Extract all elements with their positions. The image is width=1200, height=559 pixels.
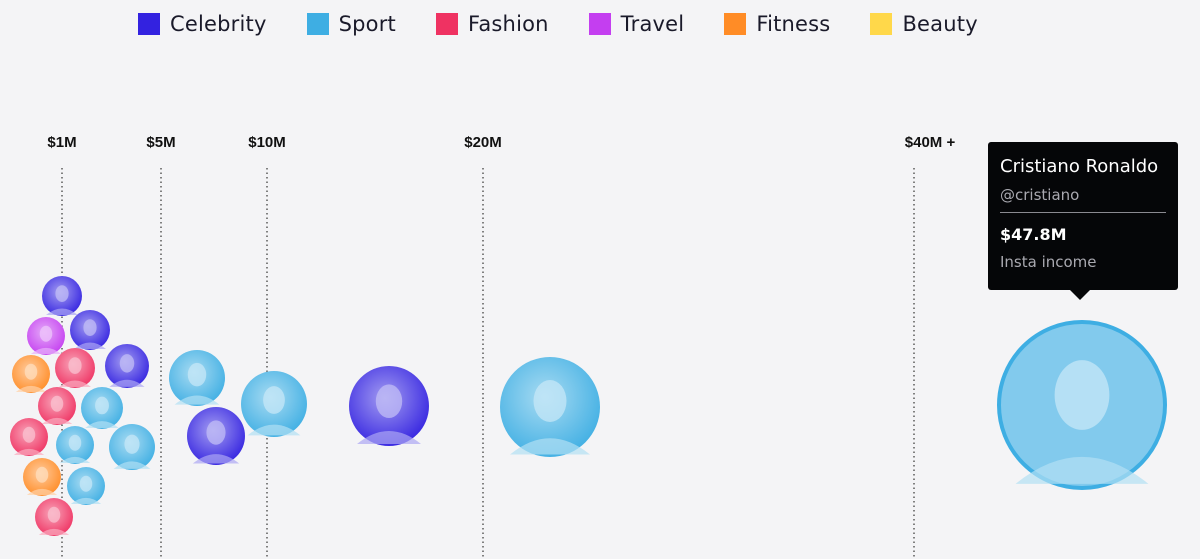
tooltip: Cristiano Ronaldo @cristiano $47.8M Inst… xyxy=(988,142,1178,300)
avatar-head xyxy=(79,475,93,492)
x-tick-label: $5M xyxy=(146,134,175,151)
avatar-head xyxy=(533,380,567,422)
legend-swatch xyxy=(870,13,893,35)
bubble[interactable] xyxy=(67,467,105,505)
tooltip-name: Cristiano Ronaldo xyxy=(1000,156,1159,177)
avatar-body xyxy=(13,448,45,456)
avatar-head xyxy=(24,363,38,380)
legend-swatch xyxy=(588,13,611,35)
avatar-body xyxy=(510,438,590,455)
avatar-body xyxy=(70,497,102,505)
legend-swatch xyxy=(306,13,329,35)
x-tick-label: $10M xyxy=(248,134,286,151)
avatar-head xyxy=(83,319,97,336)
avatar-head xyxy=(124,434,140,454)
tooltip-handle: @cristiano xyxy=(1000,186,1080,204)
avatar-head xyxy=(39,325,53,342)
legend-label: Travel xyxy=(620,12,685,36)
legend-item-fashion[interactable]: Fashion xyxy=(436,12,549,36)
bubble[interactable] xyxy=(23,458,61,496)
avatar-body xyxy=(41,417,73,425)
x-tick-label: $20M xyxy=(464,134,502,151)
bubble[interactable] xyxy=(42,276,82,316)
avatar-body xyxy=(113,461,151,469)
bubble-highlighted[interactable] xyxy=(997,320,1167,490)
x-tick-label: $40M + xyxy=(905,134,956,151)
legend-item-fitness[interactable]: Fitness xyxy=(724,12,830,36)
avatar-body xyxy=(192,454,240,464)
tooltip-value: $47.8M xyxy=(1000,225,1067,244)
avatar-body xyxy=(74,342,106,349)
avatar-head xyxy=(35,466,49,483)
legend-label: Fitness xyxy=(756,12,831,36)
legend: Celebrity Sport Fashion Travel Fitness Beauty xyxy=(138,12,1018,36)
legend-item-sport[interactable]: Sport xyxy=(306,12,396,36)
bubble[interactable] xyxy=(109,424,155,470)
legend-item-travel[interactable]: Travel xyxy=(588,12,685,36)
avatar-head xyxy=(55,285,69,302)
avatar-head xyxy=(187,362,207,387)
avatar-body xyxy=(46,308,78,315)
bubble[interactable] xyxy=(35,498,73,536)
avatar-body xyxy=(85,421,119,428)
bubble[interactable] xyxy=(56,426,94,464)
avatar-head xyxy=(263,386,285,414)
legend-item-celebrity[interactable]: Celebrity xyxy=(138,12,267,36)
avatar-body xyxy=(30,347,62,355)
avatar-body xyxy=(109,379,145,387)
avatar-body xyxy=(26,488,58,496)
legend-item-beauty[interactable]: Beauty xyxy=(870,12,978,36)
avatar-body xyxy=(357,431,421,444)
bubble[interactable] xyxy=(27,317,65,355)
avatar-head xyxy=(119,354,135,373)
legend-label: Sport xyxy=(338,12,396,36)
x-tick-label: $1M xyxy=(47,134,76,151)
tooltip-subtitle: Insta income xyxy=(1000,253,1097,271)
avatar-head xyxy=(95,396,109,415)
bubble[interactable] xyxy=(241,371,307,437)
legend-swatch xyxy=(138,13,160,35)
avatar-head xyxy=(47,506,61,523)
legend-label: Celebrity xyxy=(170,12,267,36)
bubble[interactable] xyxy=(81,387,123,429)
bubble[interactable] xyxy=(169,350,225,406)
avatar-head xyxy=(68,357,82,374)
bubble[interactable] xyxy=(349,366,429,446)
avatar-body xyxy=(15,385,47,393)
legend-label: Beauty xyxy=(902,12,978,36)
bubble[interactable] xyxy=(500,357,600,457)
legend-label: Fashion xyxy=(468,12,549,36)
avatar-head xyxy=(50,395,64,412)
legend-swatch xyxy=(724,13,747,35)
bubble[interactable] xyxy=(187,407,245,465)
bubble[interactable] xyxy=(10,418,48,456)
avatar-head xyxy=(375,384,403,419)
bubble[interactable] xyxy=(55,348,95,388)
avatar-head xyxy=(68,434,82,451)
legend-swatch xyxy=(436,13,458,35)
bubble[interactable] xyxy=(12,355,50,393)
bubble[interactable] xyxy=(38,387,76,425)
avatar-body xyxy=(1015,456,1149,484)
avatar-body xyxy=(247,424,301,436)
bubble[interactable] xyxy=(105,344,149,388)
avatar-body xyxy=(38,528,70,536)
avatar-head xyxy=(22,426,36,443)
avatar-head xyxy=(1054,360,1110,430)
avatar-head xyxy=(206,420,226,445)
avatar-body xyxy=(59,456,91,464)
bubble[interactable] xyxy=(70,310,110,350)
avatar-body xyxy=(59,380,91,387)
tooltip-divider xyxy=(1000,212,1166,213)
avatar-body xyxy=(174,395,220,405)
